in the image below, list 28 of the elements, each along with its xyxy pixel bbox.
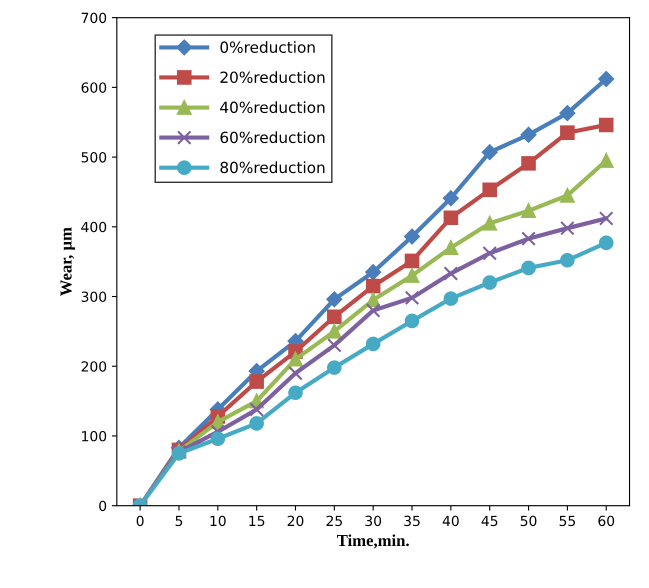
- x-axis-title: Time,min.: [337, 534, 409, 549]
- y-tick-label: 400: [81, 222, 106, 232]
- x-tick-label: 20: [288, 516, 304, 526]
- x-tick-label: 30: [365, 516, 382, 526]
- legend-label: 0%reduction: [220, 41, 315, 53]
- y-tick-label: 100: [82, 430, 106, 442]
- y-tick-label: 500: [82, 152, 106, 163]
- x-tick-label: 40: [442, 516, 459, 526]
- x-tick-label: 10: [210, 516, 226, 526]
- y-tick-label: 200: [82, 361, 106, 372]
- y-tick-label: 600: [82, 82, 106, 93]
- x-tick-label: 5: [176, 516, 182, 526]
- x-tick-label: 50: [520, 516, 536, 526]
- x-tick-label: 15: [249, 516, 264, 526]
- x-tick-label: 35: [404, 516, 420, 526]
- legend-label: 20%reduction: [220, 71, 324, 84]
- y-tick-label: 300: [82, 291, 106, 302]
- x-tick-label: 60: [598, 516, 614, 526]
- legend-label: 40%reduction: [220, 101, 324, 114]
- x-tick-label: 45: [482, 516, 498, 526]
- legend-label: 60%reduction: [220, 131, 324, 144]
- legend-label: 80%reduction: [220, 161, 324, 174]
- x-tick-label: 0: [136, 516, 144, 526]
- x-tick-label: 55: [560, 516, 576, 526]
- y-tick-label: 0: [99, 500, 106, 512]
- x-tick-label: 25: [326, 516, 342, 526]
- y-tick-label: 700: [82, 12, 106, 24]
- y-axis-title: Wear, µm: [60, 227, 76, 296]
